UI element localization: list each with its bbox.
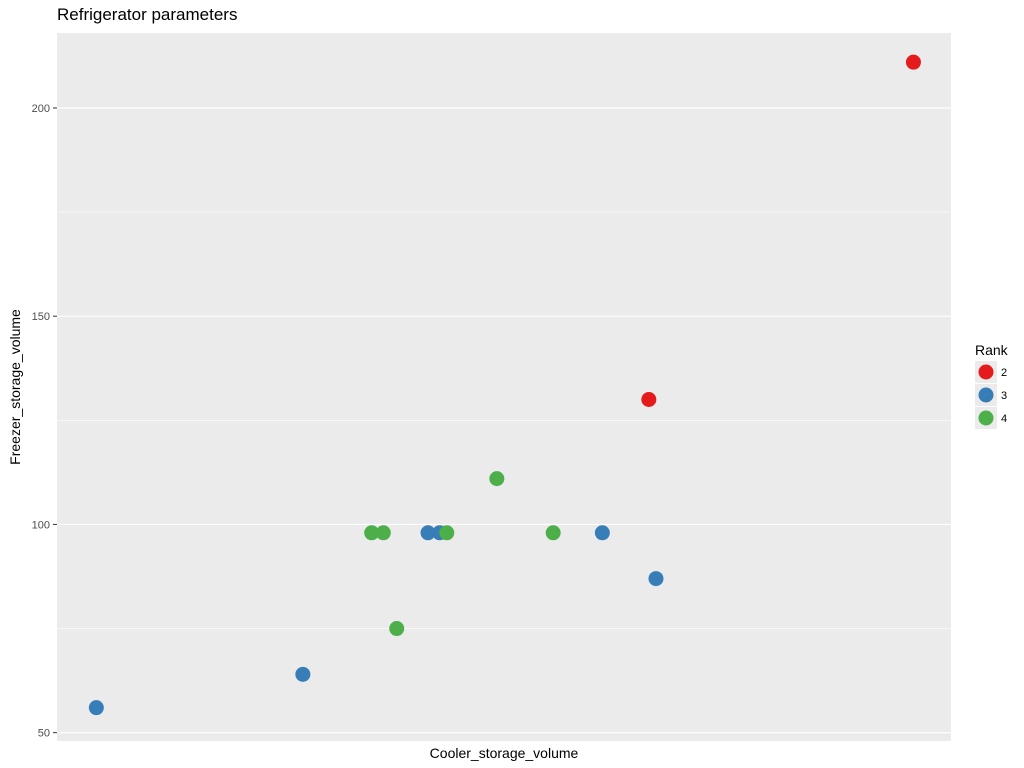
data-point-rank-4 [364, 525, 380, 541]
y-tick-label: 150 [32, 311, 50, 323]
gridlines [57, 107, 951, 734]
data-point-rank-3 [594, 525, 610, 541]
data-point-rank-4 [389, 621, 405, 637]
legend-label-2: 2 [1001, 367, 1007, 379]
x-axis-label: Cooler_storage_volume [430, 745, 579, 761]
legend-label-3: 3 [1001, 390, 1007, 402]
data-point-rank-3 [295, 666, 311, 682]
y-tick-label: 50 [38, 728, 50, 740]
data-point-rank-3 [420, 525, 436, 541]
legend-key-2 [978, 364, 994, 380]
data-points [88, 54, 921, 716]
data-point-rank-4 [439, 525, 455, 541]
y-axis: 50 100 150 200 [32, 103, 57, 740]
y-tick-label: 200 [32, 103, 50, 115]
legend-key-4 [978, 410, 994, 426]
data-point-rank-2 [641, 391, 657, 407]
legend-label-4: 4 [1001, 413, 1007, 425]
legend-key-3 [978, 387, 994, 403]
data-point-rank-3 [88, 700, 104, 716]
data-point-rank-4 [489, 471, 505, 487]
data-point-rank-4 [375, 525, 391, 541]
plot-panel [57, 33, 951, 741]
data-point-rank-4 [545, 525, 561, 541]
data-point-rank-2 [905, 54, 921, 70]
data-point-rank-3 [648, 571, 664, 587]
y-axis-label: Freezer_storage_volume [7, 309, 23, 465]
legend: Rank 2 3 4 [975, 342, 1009, 429]
legend-title: Rank [975, 342, 1009, 358]
y-tick-label: 100 [32, 519, 50, 531]
chart-title: Refrigerator parameters [57, 5, 237, 24]
